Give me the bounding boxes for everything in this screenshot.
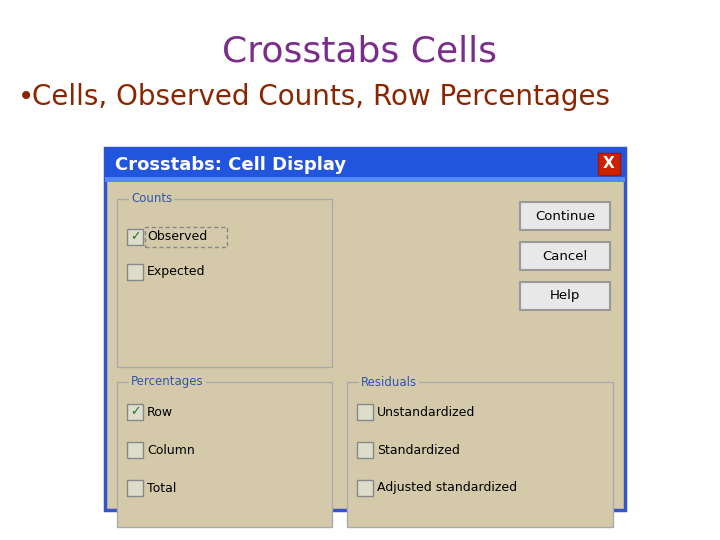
Text: Row: Row [147,406,173,419]
Bar [347,382,613,527]
Bar [520,282,610,310]
Text: Crosstabs: Cell Display: Crosstabs: Cell Display [115,156,346,174]
Text: ✓: ✓ [130,231,140,244]
Text: •: • [18,83,35,111]
Text: Expected: Expected [147,266,205,279]
Text: Adjusted standardized: Adjusted standardized [377,482,517,495]
Bar [127,264,143,280]
Text: Cancel: Cancel [542,249,588,262]
Text: Crosstabs Cells: Crosstabs Cells [222,35,498,69]
Bar [357,480,373,496]
Text: Total: Total [147,482,176,495]
Bar [357,404,373,420]
Bar [127,404,143,420]
Bar [117,382,332,527]
Bar [145,227,227,247]
Text: X: X [603,157,615,172]
Text: Continue: Continue [535,210,595,222]
Text: Counts: Counts [131,192,172,206]
Bar [105,148,625,182]
Text: Cells, Observed Counts, Row Percentages: Cells, Observed Counts, Row Percentages [32,83,610,111]
Bar [520,242,610,270]
Bar [105,148,625,510]
Text: ✓: ✓ [130,406,140,419]
Bar [598,153,620,175]
Text: Observed: Observed [147,231,207,244]
Bar [127,442,143,458]
Text: Column: Column [147,443,194,456]
Text: Help: Help [550,289,580,302]
Text: Residuals: Residuals [361,375,417,388]
Text: Standardized: Standardized [377,443,460,456]
Bar [127,480,143,496]
Bar [520,202,610,230]
Text: Percentages: Percentages [131,375,204,388]
Bar [127,229,143,245]
Bar [105,177,625,182]
Text: Unstandardized: Unstandardized [377,406,475,419]
Bar [357,442,373,458]
Bar [117,199,332,367]
